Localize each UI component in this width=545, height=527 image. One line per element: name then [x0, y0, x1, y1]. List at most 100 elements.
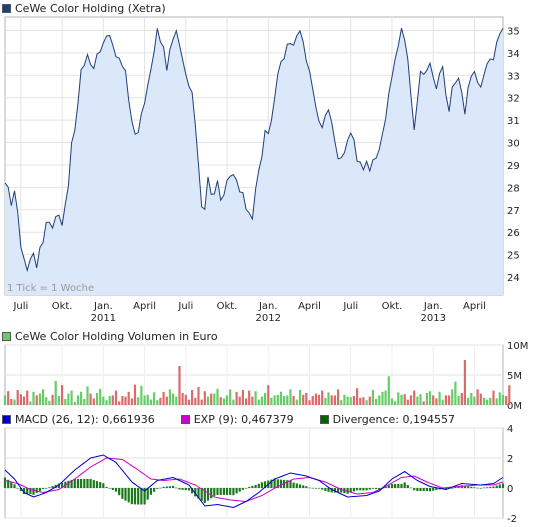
divergence-bar [470, 486, 473, 489]
volume-bar [273, 395, 276, 405]
volume-bar [121, 396, 124, 405]
volume-bar [337, 389, 340, 405]
volume-bar [444, 395, 447, 405]
divergence-bar [95, 481, 99, 488]
divergence-bar [111, 488, 114, 490]
volume-bar [118, 401, 121, 405]
volume-bar [432, 395, 435, 405]
divergence-bar [387, 485, 390, 488]
macd-legend-swatch [2, 415, 11, 424]
volume-bar [241, 390, 244, 405]
x-tick-label: Juli [177, 301, 193, 312]
price-y-tick-label: 31 [507, 116, 520, 127]
x-tick-label: April [133, 301, 156, 312]
volume-bar [489, 397, 492, 405]
divergence-bar [384, 486, 387, 488]
divergence-bar [222, 488, 225, 495]
divergence-bar [495, 485, 498, 488]
volume-bar [384, 390, 387, 405]
divergence-bar [413, 488, 416, 491]
volume-bar [324, 397, 327, 405]
volume-bar [16, 390, 19, 405]
divergence-bar [362, 488, 365, 491]
volume-bar [505, 396, 508, 405]
price-y-tick-label: 28 [507, 183, 520, 194]
volume-bar [89, 393, 92, 405]
divergence-bar [260, 482, 263, 488]
volume-bar [124, 396, 127, 405]
divergence-bar [289, 480, 292, 488]
divergence-bar [457, 486, 460, 488]
divergence-bar [159, 487, 162, 489]
x-tick-label: Juli [12, 301, 28, 312]
divergence-bar [463, 485, 466, 489]
divergence-bar [251, 485, 254, 488]
divergence-bar [435, 488, 438, 491]
price-y-tick-label: 30 [507, 139, 520, 150]
divergence-bar [99, 482, 102, 488]
volume-bar [203, 391, 206, 405]
volume-bar [181, 393, 184, 405]
volume-bar [153, 392, 156, 405]
divergence-bar [238, 488, 241, 492]
divergence-bar [200, 488, 203, 501]
volume-bar [51, 394, 54, 405]
volume-bar [333, 395, 336, 405]
divergence-bar [378, 488, 381, 490]
volume-bar [197, 387, 200, 405]
volume-bar [419, 394, 422, 405]
volume-bar [460, 393, 463, 405]
volume-bar [295, 399, 298, 405]
divergence-bar [428, 488, 432, 492]
volume-bar [394, 401, 397, 405]
price-y-tick-label: 35 [507, 26, 520, 37]
div-legend-swatch [319, 415, 329, 424]
divergence-bar [498, 484, 501, 488]
volume-bar [45, 397, 48, 405]
divergence-bar [333, 488, 336, 493]
divergence-bar [302, 485, 305, 488]
divergence-bar [321, 488, 324, 490]
divergence-bar [467, 486, 470, 489]
volume-bar [340, 400, 343, 405]
volume-y-tick-label: 5M [507, 371, 522, 382]
divergence-bar [229, 488, 232, 495]
divergence-bar [172, 485, 175, 488]
divergence-bar [273, 478, 276, 488]
divergence-bar [197, 488, 200, 499]
divergence-bar [48, 487, 51, 488]
divergence-bar [114, 488, 118, 492]
divergence-bar [102, 483, 105, 488]
divergence-bar [105, 486, 108, 488]
divergence-bar [349, 488, 352, 493]
volume-bar [225, 395, 229, 405]
price-legend-swatch [2, 4, 11, 13]
macd-panel: -2 0 2 4 [3, 424, 517, 525]
divergence-bar [7, 479, 10, 489]
volume-bar [330, 395, 333, 405]
divergence-bar [489, 486, 492, 488]
divergence-bar [22, 488, 26, 494]
divergence-bar [86, 479, 89, 488]
volume-bar [222, 398, 225, 405]
divergence-bar [51, 486, 54, 488]
macd-legend: MACD (26, 12): 0,661936 [2, 413, 155, 426]
macd-y-tick-label: -2 [507, 514, 517, 525]
divergence-bar [92, 480, 95, 488]
x-tick-label: April [463, 301, 486, 312]
divergence-bar [476, 487, 479, 489]
divergence-bar [187, 488, 191, 491]
x-tick-year-label: 2013 [420, 313, 445, 324]
macd-y-tick-label: 0 [507, 484, 513, 495]
volume-bar [381, 391, 384, 405]
volume-bar [102, 396, 105, 405]
volume-bar [83, 399, 86, 405]
divergence-bar [248, 486, 251, 488]
volume-bar [264, 393, 267, 405]
volume-bar [149, 399, 152, 405]
volume-bar [73, 402, 76, 405]
divergence-bar [352, 488, 355, 492]
volume-bar [365, 400, 368, 405]
volume-bar [397, 392, 400, 405]
volume-bar [146, 394, 149, 405]
